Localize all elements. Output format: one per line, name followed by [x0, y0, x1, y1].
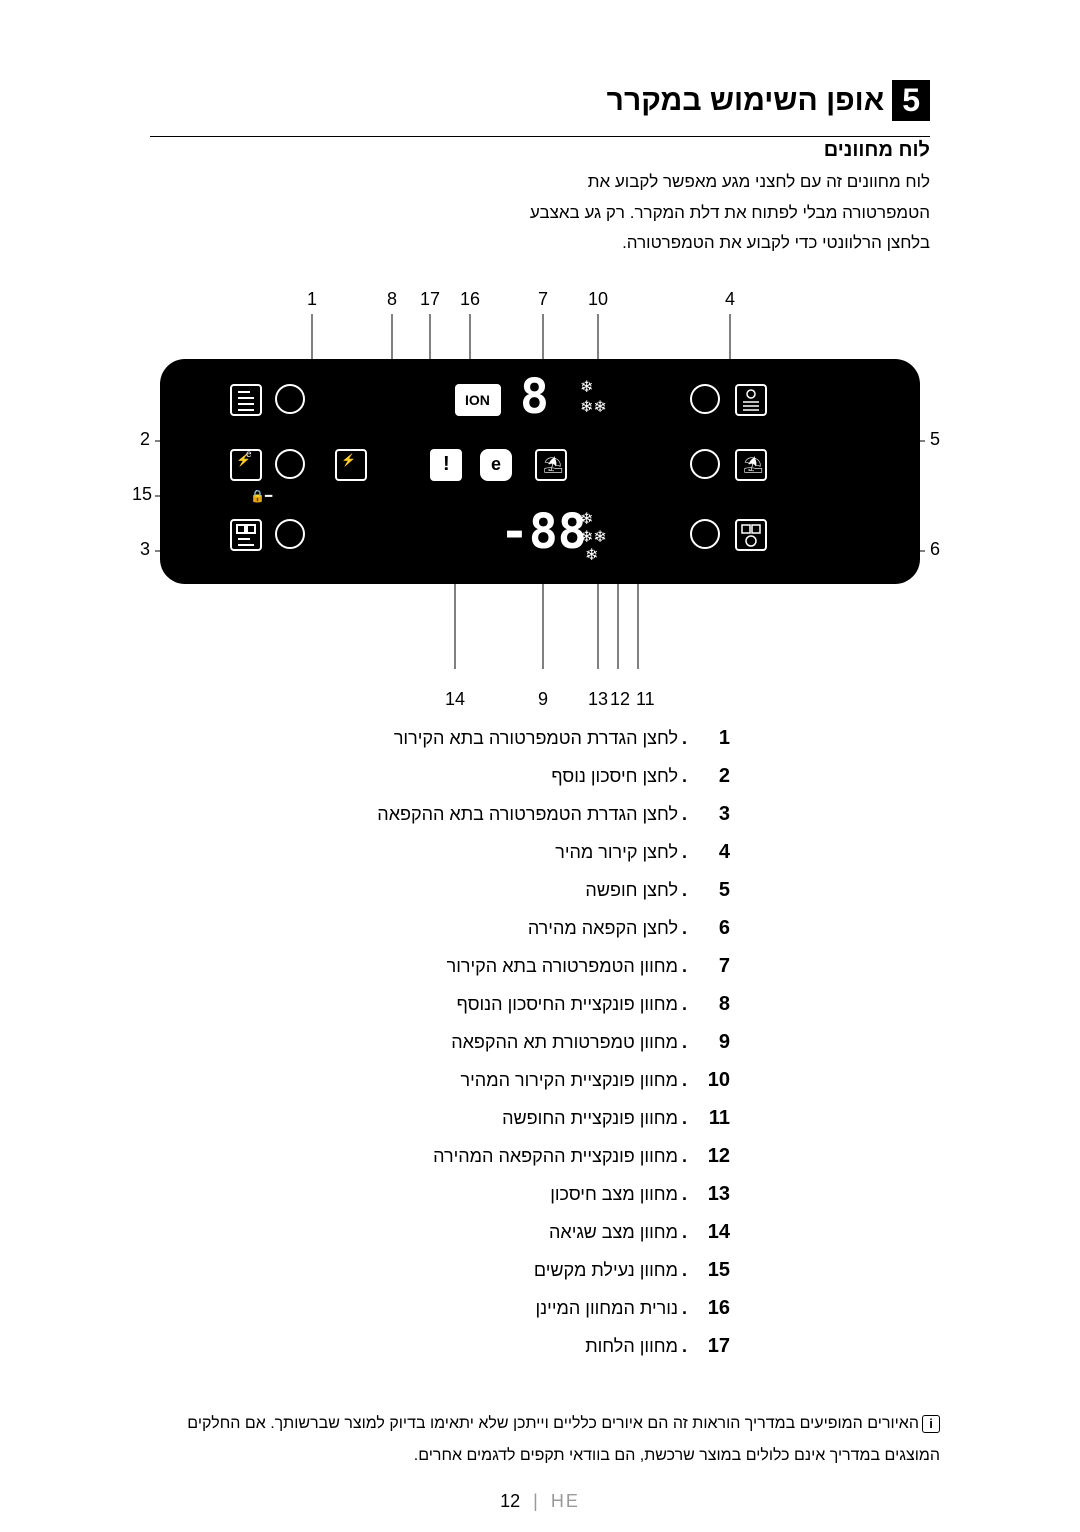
list-item: 7.מחוון הטמפרטורה בתא הקירור [150, 947, 930, 985]
list-text: לחצן קירור מהיר [555, 835, 678, 869]
page-number: 12 [500, 1491, 520, 1511]
freezer-temp-display: -88 [500, 504, 587, 560]
vacation-icon: ⛱ [735, 449, 767, 481]
list-text: מחוון פונקציית החופשה [502, 1101, 678, 1135]
button-circle-1 [275, 384, 305, 414]
label-9: 9 [538, 689, 548, 710]
label-17: 17 [420, 289, 440, 310]
footnote-line-2: המוצגים במדריך אינם כלולים במוצר שרכשת, … [140, 1440, 940, 1472]
list-text: מחוון מצב חיסכון‎ [550, 1177, 678, 1211]
label-14: 14 [445, 689, 465, 710]
desc-line-1: לוח מחוונים זה עם לחצני מגע מאפשר לקבוע … [150, 167, 930, 198]
footnote-line-1: האיורים המופיעים במדריך הוראות זה הם איו… [187, 1415, 919, 1432]
label-5: 5 [930, 429, 940, 450]
footnote: iהאיורים המופיעים במדריך הוראות זה הם אי… [140, 1408, 940, 1472]
list-text: מחוון פונקציית החיסכון הנוסף [457, 987, 678, 1021]
fridge-temp-icon [230, 384, 262, 416]
list-text: לחצן חיסכון נוסף [551, 759, 678, 793]
label-3: 3 [140, 539, 150, 560]
list-text: לחצן חופשה [585, 873, 678, 907]
list-text: מחוון פונקציית ההקפאה המהירה‎ [433, 1139, 678, 1173]
lock-icon: 🔒━ [250, 489, 272, 503]
list-item: 14.מחוון מצב שגיאה [150, 1213, 930, 1251]
button-circle-5 [690, 449, 720, 479]
snowflake-small-2: ❄❄ [580, 397, 607, 417]
quick-freeze-icon [735, 519, 767, 551]
list-item: 5.לחצן חופשה [150, 871, 930, 909]
desc-line-3: בלחצן הרלוונטי כדי לקבוע את הטמפרטורה. [150, 228, 930, 259]
eco-indicator-icon: ⚡ [335, 449, 367, 481]
label-15: 15 [132, 484, 152, 505]
vacation-indicator-icon: ⛱ [535, 449, 567, 481]
button-circle-6 [690, 519, 720, 549]
page-footer: 12 | HE [0, 1491, 1080, 1512]
button-circle-3 [275, 519, 305, 549]
list-text: לחצן הגדרת הטמפרטורה בתא ההקפאה [377, 797, 678, 831]
label-2: 2 [140, 429, 150, 450]
list-item: 16.נורית המחוון המיינן [150, 1289, 930, 1327]
section-number-badge: 5 [892, 80, 930, 121]
button-circle-2 [275, 449, 305, 479]
legend-list: 1.לחצן הגדרת הטמפרטורה בתא הקירור 2.לחצן… [150, 719, 930, 1365]
info-icon: i [922, 1415, 940, 1433]
list-item: 12.מחוון פונקציית ההקפאה המהירה‎ [150, 1137, 930, 1175]
snowflake-big: ❄ [585, 545, 598, 565]
label-8: 8 [387, 289, 397, 310]
list-text: מחוון מצב שגיאה [549, 1215, 678, 1249]
list-item: 4.לחצן קירור מהיר [150, 833, 930, 871]
list-text: מחוון פונקציית הקירור המהיר [461, 1063, 678, 1097]
label-10: 10 [588, 289, 608, 310]
page-lang: HE [551, 1491, 580, 1511]
list-text: מחוון טמפרטורת תא ההקפאה [451, 1025, 678, 1059]
list-text: מחוון הטמפרטורה בתא הקירור [447, 949, 678, 983]
control-panel-diagram: 1 8 17 16 7 10 4 2 15 3 5 6 [150, 289, 930, 689]
eco-mode-icon: e [480, 449, 512, 481]
section-title: אופן השימוש במקרר [607, 84, 885, 118]
control-panel: ION 8 ❄ ❄❄ ⚡ e ⚡ ! [160, 359, 920, 584]
list-item: 11.מחוון פונקציית החופשה [150, 1099, 930, 1137]
label-6: 6 [930, 539, 940, 560]
alert-icon: ! [430, 449, 462, 481]
quick-cool-icon [735, 384, 767, 416]
label-4: 4 [725, 289, 735, 310]
fridge-temp-display: 8 [520, 369, 549, 425]
list-item: 9.מחוון טמפרטורת תא ההקפאה [150, 1023, 930, 1061]
list-item: 13.מחוון מצב חיסכון‎ [150, 1175, 930, 1213]
list-item: 8.מחוון פונקציית החיסכון הנוסף [150, 985, 930, 1023]
top-callout-labels: 1 8 17 16 7 10 4 [150, 289, 930, 319]
snowflake-small-4: ❄❄ [580, 527, 607, 547]
list-item: 3.לחצן הגדרת הטמפרטורה בתא ההקפאה [150, 795, 930, 833]
label-11: 11 [636, 689, 655, 710]
list-item: 15.מחוון נעילת מקשים [150, 1251, 930, 1289]
list-item: 6.לחצן הקפאה מהירה [150, 909, 930, 947]
label-7: 7 [538, 289, 548, 310]
button-circle-4 [690, 384, 720, 414]
subtitle: לוח מחוונים [150, 136, 930, 162]
list-item: 1.לחצן הגדרת הטמפרטורה בתא הקירור [150, 719, 930, 757]
label-12: 12 [610, 689, 630, 710]
description: לוח מחוונים זה עם לחצני מגע מאפשר לקבוע … [150, 167, 930, 259]
section-header: 5 אופן השימוש במקרר [150, 80, 930, 121]
freezer-temp-icon [230, 519, 262, 551]
ion-indicator-icon: ION [455, 384, 501, 416]
label-1: 1 [307, 289, 317, 310]
list-item: 17.מחוון הלחות [150, 1327, 930, 1365]
snowflake-small-1: ❄ [580, 377, 593, 397]
list-text: מחוון נעילת מקשים [534, 1253, 678, 1287]
desc-line-2: הטמפרטורה מבלי לפתוח את דלת המקרר. רק גע… [150, 198, 930, 229]
label-16: 16 [460, 289, 480, 310]
snowflake-small-3: ❄ [580, 509, 593, 529]
list-text: לחצן הגדרת הטמפרטורה בתא הקירור [394, 721, 678, 755]
list-item: 10.מחוון פונקציית הקירור המהיר [150, 1061, 930, 1099]
eco-extra-icon: ⚡ e [230, 449, 262, 481]
list-text: מחוון הלחות [585, 1329, 678, 1363]
label-13: 13 [588, 689, 608, 710]
list-text: לחצן הקפאה מהירה [528, 911, 678, 945]
list-item: 2.לחצן חיסכון נוסף [150, 757, 930, 795]
list-text: נורית המחוון המיינן [535, 1291, 678, 1325]
